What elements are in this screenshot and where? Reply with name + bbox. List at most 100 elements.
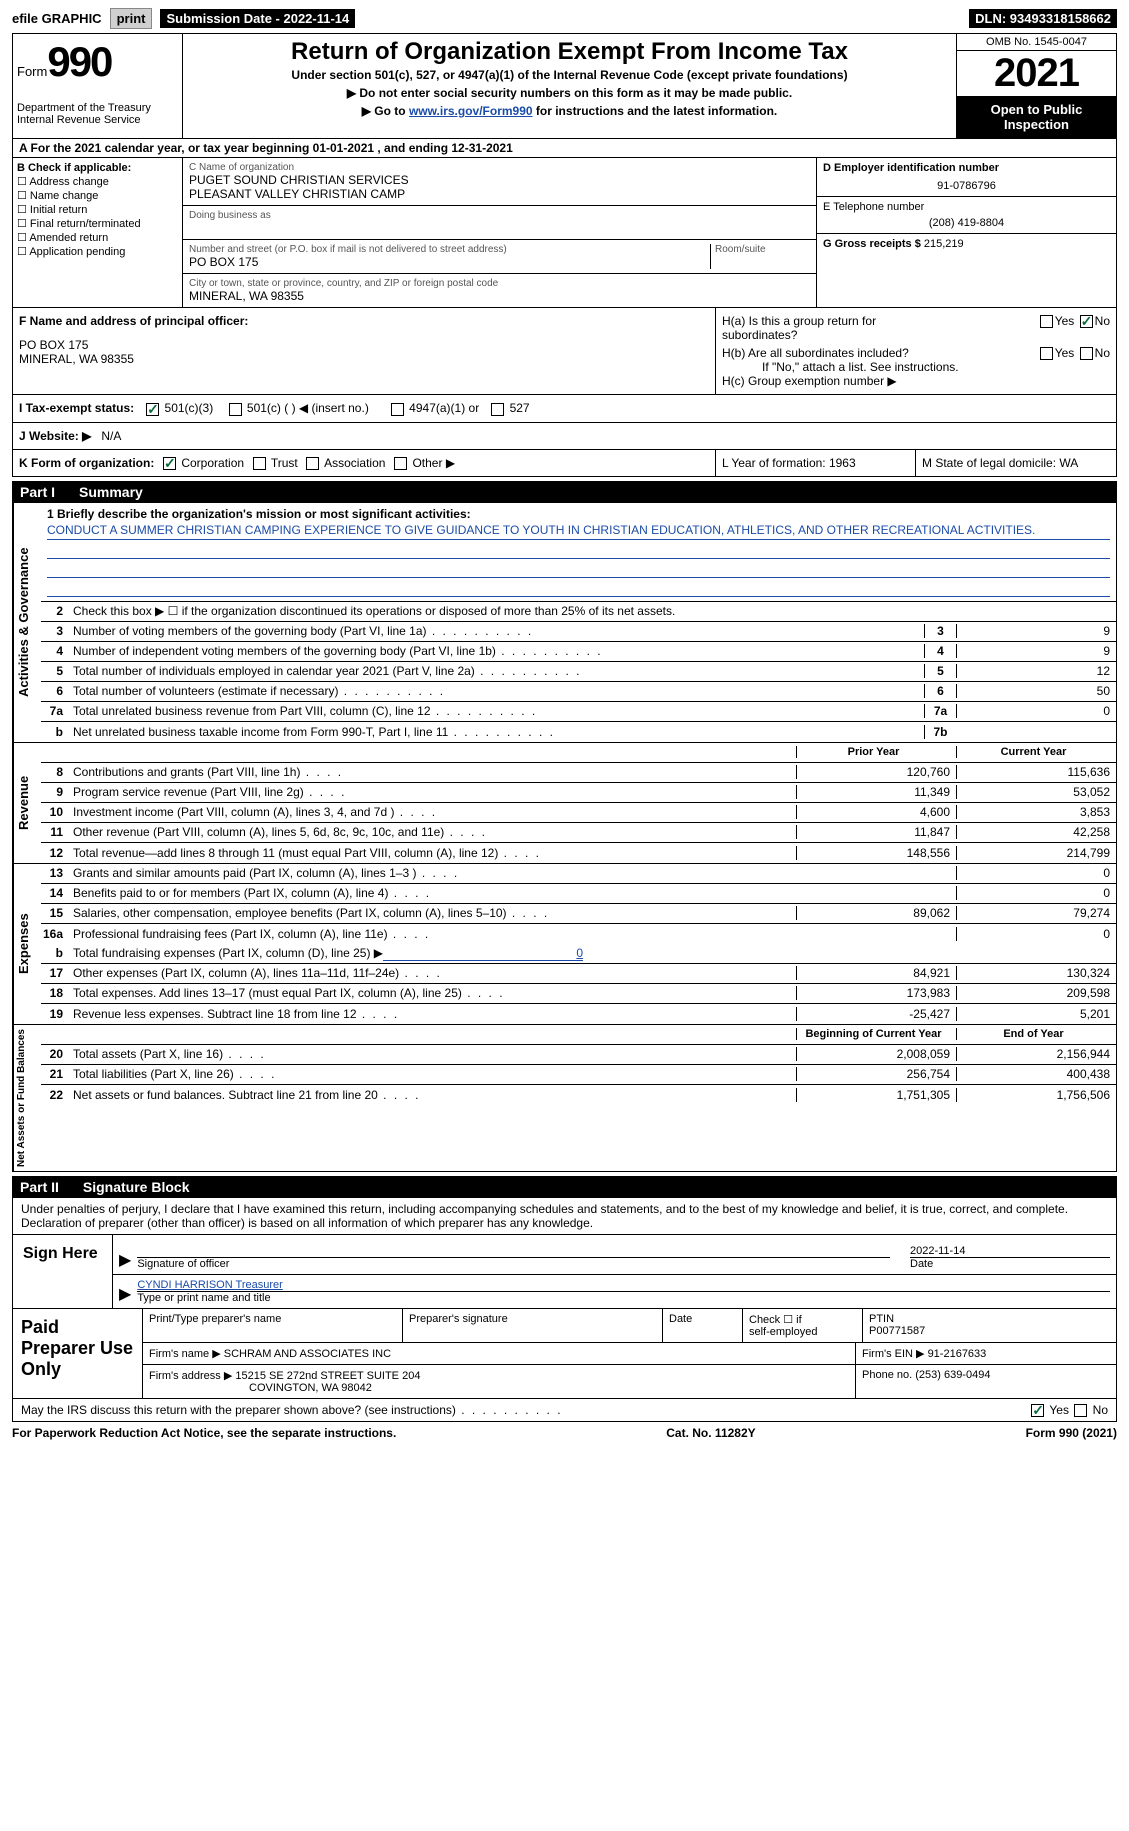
form-title: Return of Organization Exempt From Incom… bbox=[187, 38, 952, 66]
activities-governance: Activities & Governance 1 Briefly descri… bbox=[12, 503, 1117, 743]
hb-yes-checkbox[interactable] bbox=[1040, 347, 1053, 360]
col-d-info: D Employer identification number 91-0786… bbox=[816, 158, 1116, 307]
gov-line: 5Total number of individuals employed in… bbox=[41, 662, 1116, 682]
hc-label: H(c) Group exemption number ▶ bbox=[722, 374, 1110, 388]
ha-no-checkbox[interactable] bbox=[1080, 315, 1093, 328]
527-checkbox[interactable] bbox=[491, 403, 504, 416]
data-line: 14Benefits paid to or for members (Part … bbox=[41, 884, 1116, 904]
firm-name: SCHRAM AND ASSOCIATES INC bbox=[224, 1348, 391, 1360]
dba-label: Doing business as bbox=[189, 210, 810, 221]
firm-addr1: 15215 SE 272nd STREET SUITE 204 bbox=[235, 1370, 420, 1382]
irs-no-checkbox[interactable] bbox=[1074, 1404, 1087, 1417]
open-inspection: Open to Public Inspection bbox=[957, 96, 1116, 138]
data-line: 12Total revenue—add lines 8 through 11 (… bbox=[41, 843, 1116, 863]
4947-checkbox[interactable] bbox=[391, 403, 404, 416]
sig-date-label: Date bbox=[910, 1257, 1110, 1270]
officer-addr1: PO BOX 175 bbox=[19, 338, 709, 352]
website-label: J Website: ▶ bbox=[19, 429, 91, 443]
firm-phone: (253) 639-0494 bbox=[915, 1369, 990, 1381]
footer-mid: Cat. No. 11282Y bbox=[666, 1426, 755, 1440]
firm-addr2: COVINGTON, WA 98042 bbox=[249, 1382, 372, 1394]
city-value: MINERAL, WA 98355 bbox=[189, 289, 810, 303]
form-word: Form bbox=[17, 64, 47, 79]
website-value: N/A bbox=[101, 429, 121, 443]
ha-yes-checkbox[interactable] bbox=[1040, 315, 1053, 328]
sig-date: 2022-11-14 bbox=[910, 1245, 1110, 1257]
org-name-1: PUGET SOUND CHRISTIAN SERVICES bbox=[189, 173, 810, 187]
omb-number: OMB No. 1545-0047 bbox=[957, 34, 1116, 51]
addr-label: Number and street (or P.O. box if mail i… bbox=[189, 244, 710, 255]
data-line: 17Other expenses (Part IX, column (A), l… bbox=[41, 964, 1116, 984]
addr-value: PO BOX 175 bbox=[189, 255, 710, 269]
data-line: 10Investment income (Part VIII, column (… bbox=[41, 803, 1116, 823]
data-line: 20Total assets (Part X, line 16)2,008,05… bbox=[41, 1045, 1116, 1065]
row-i: I Tax-exempt status: 501(c)(3) 501(c) ( … bbox=[12, 395, 1117, 422]
arrow-icon: ▶ bbox=[119, 1250, 131, 1270]
irs-label: Internal Revenue Service bbox=[17, 114, 178, 126]
arrow-icon: ▶ bbox=[119, 1284, 131, 1304]
net-assets-section: Net Assets or Fund Balances Beginning of… bbox=[12, 1025, 1117, 1172]
signer-name-label: Type or print name and title bbox=[137, 1291, 1110, 1304]
expenses-section: Expenses 13Grants and similar amounts pa… bbox=[12, 864, 1117, 1025]
begin-year-hdr: Beginning of Current Year bbox=[796, 1028, 956, 1040]
data-line: 21Total liabilities (Part X, line 26)256… bbox=[41, 1065, 1116, 1085]
gross-value: 215,219 bbox=[924, 238, 964, 250]
hb-no-checkbox[interactable] bbox=[1080, 347, 1093, 360]
may-irs-row: May the IRS discuss this return with the… bbox=[12, 1399, 1117, 1422]
sig-officer-label: Signature of officer bbox=[137, 1257, 890, 1270]
dln-label: DLN: 93493318158662 bbox=[969, 9, 1117, 28]
gov-line: bNet unrelated business taxable income f… bbox=[41, 722, 1116, 742]
dept-label: Department of the Treasury bbox=[17, 102, 178, 114]
ein-value: 91-0786796 bbox=[823, 180, 1110, 192]
revenue-section: Revenue Prior YearCurrent Year 8Contribu… bbox=[12, 743, 1117, 864]
irs-yes-checkbox[interactable] bbox=[1031, 1404, 1044, 1417]
data-line: 13Grants and similar amounts paid (Part … bbox=[41, 864, 1116, 884]
city-label: City or town, state or province, country… bbox=[189, 278, 810, 289]
firm-ein: 91-2167633 bbox=[928, 1348, 987, 1360]
paid-preparer-label: Paid Preparer Use Only bbox=[13, 1309, 143, 1398]
penalty-text: Under penalties of perjury, I declare th… bbox=[12, 1198, 1117, 1235]
row-f-h: F Name and address of principal officer:… bbox=[12, 308, 1117, 395]
gov-line: 7aTotal unrelated business revenue from … bbox=[41, 702, 1116, 722]
col-c-org: C Name of organization PUGET SOUND CHRIS… bbox=[183, 158, 816, 307]
officer-label: F Name and address of principal officer: bbox=[19, 314, 248, 328]
year-formation: L Year of formation: 1963 bbox=[716, 450, 916, 476]
sign-here-label: Sign Here bbox=[13, 1235, 113, 1308]
top-bar: efile GRAPHIC print Submission Date - 20… bbox=[12, 8, 1117, 29]
prep-date-hdr: Date bbox=[663, 1309, 743, 1342]
org-name-label: C Name of organization bbox=[189, 162, 810, 173]
corp-checkbox[interactable] bbox=[163, 457, 176, 470]
exp-label: Expenses bbox=[13, 864, 41, 1024]
paid-preparer-block: Paid Preparer Use Only Print/Type prepar… bbox=[12, 1309, 1117, 1399]
hb-note: If "No," attach a list. See instructions… bbox=[762, 360, 1110, 374]
other-checkbox[interactable] bbox=[394, 457, 407, 470]
ein-label: D Employer identification number bbox=[823, 162, 999, 174]
data-line: 11Other revenue (Part VIII, column (A), … bbox=[41, 823, 1116, 843]
state-domicile: M State of legal domicile: WA bbox=[916, 450, 1116, 476]
ptin-value: P00771587 bbox=[869, 1325, 925, 1337]
irs-link[interactable]: www.irs.gov/Form990 bbox=[409, 104, 533, 118]
trust-checkbox[interactable] bbox=[253, 457, 266, 470]
note-ssn: ▶ Do not enter social security numbers o… bbox=[187, 86, 952, 100]
line2: Check this box ▶ ☐ if the organization d… bbox=[69, 602, 1116, 620]
data-line: 15Salaries, other compensation, employee… bbox=[41, 904, 1116, 924]
end-year-hdr: End of Year bbox=[956, 1028, 1116, 1040]
room-label: Room/suite bbox=[715, 244, 810, 255]
row-k: K Form of organization: Corporation Trus… bbox=[12, 450, 1117, 477]
prep-sig-hdr: Preparer's signature bbox=[403, 1309, 663, 1342]
page-footer: For Paperwork Reduction Act Notice, see … bbox=[12, 1422, 1117, 1444]
part2-header: Part II Signature Block bbox=[12, 1176, 1117, 1198]
print-button[interactable]: print bbox=[110, 8, 153, 29]
prior-year-hdr: Prior Year bbox=[796, 746, 956, 758]
501c-checkbox[interactable] bbox=[229, 403, 242, 416]
form-org-label: K Form of organization: bbox=[19, 456, 154, 470]
mission-block: 1 Briefly describe the organization's mi… bbox=[41, 503, 1116, 602]
rev-label: Revenue bbox=[13, 743, 41, 863]
sign-here-block: Sign Here ▶ Signature of officer 2022-11… bbox=[12, 1235, 1117, 1309]
current-year-hdr: Current Year bbox=[956, 746, 1116, 758]
501c3-checkbox[interactable] bbox=[146, 403, 159, 416]
assoc-checkbox[interactable] bbox=[306, 457, 319, 470]
form-header: Form990 Department of the Treasury Inter… bbox=[12, 33, 1117, 139]
footer-right: Form 990 (2021) bbox=[1026, 1426, 1117, 1440]
data-line: 8Contributions and grants (Part VIII, li… bbox=[41, 763, 1116, 783]
